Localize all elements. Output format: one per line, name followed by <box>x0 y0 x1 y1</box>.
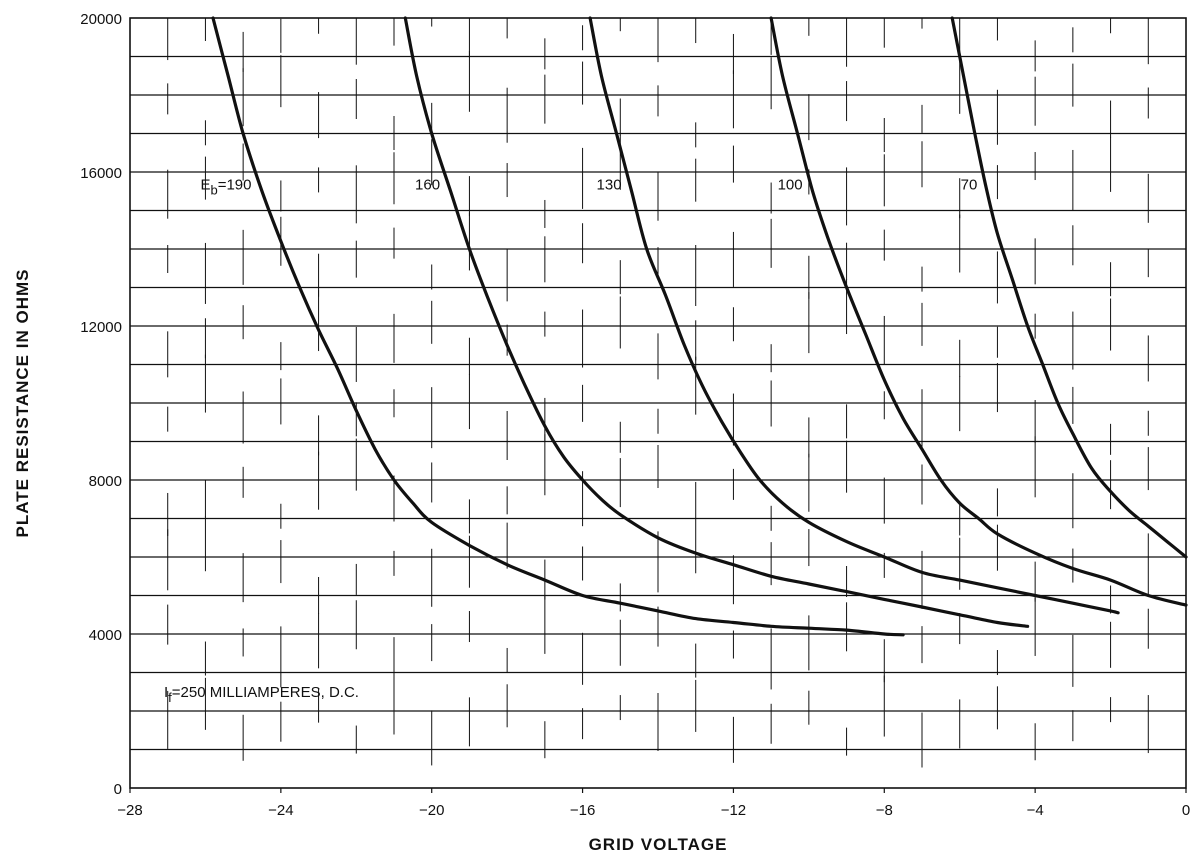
y-tick-label: 4000 <box>89 627 122 644</box>
series-line-160 <box>403 16 1030 628</box>
y-tick-label: 0 <box>114 781 122 798</box>
gridlines <box>130 18 1186 768</box>
y-tick-label: 16000 <box>80 165 122 182</box>
y-tick-label: 20000 <box>80 11 122 28</box>
x-tick-label: −12 <box>721 802 746 819</box>
y-axis-title: PLATE RESISTANCE IN OHMS <box>13 269 32 538</box>
series-label-160: 160 <box>415 177 440 194</box>
filament-current-annotation: If=250 MILLIAMPERES, D.C. <box>164 684 359 705</box>
y-tick-labels: 0 4000 8000 12000 16000 20000 <box>80 11 122 798</box>
x-tick-label: −8 <box>876 802 893 819</box>
x-tick-label: −4 <box>1027 802 1044 819</box>
series-line-190 <box>211 16 905 637</box>
series-label-190: Eb=190 <box>200 177 251 198</box>
series-line-100 <box>769 16 1188 607</box>
x-tick-label: −24 <box>268 802 293 819</box>
y-tick-label: 12000 <box>80 319 122 336</box>
x-tick-label: −28 <box>117 802 142 819</box>
x-axis-title: GRID VOLTAGE <box>589 835 728 854</box>
plot-frame <box>129 17 1187 789</box>
series-line-70 <box>950 16 1188 559</box>
series-labels: Eb=190 160 130 100 70 <box>200 177 977 198</box>
series-curves <box>211 16 1188 637</box>
series-label-130: 130 <box>597 177 622 194</box>
y-tick-label: 8000 <box>89 473 122 490</box>
series-line-130 <box>588 16 1120 615</box>
series-label-100: 100 <box>778 177 803 194</box>
x-tick-label: −16 <box>570 802 595 819</box>
x-tick-labels: −28 −24 −20 −16 −12 −8 −4 0 <box>117 788 1190 819</box>
x-tick-label: 0 <box>1182 802 1190 819</box>
series-label-70: 70 <box>961 177 978 194</box>
x-tick-label: −20 <box>419 802 444 819</box>
